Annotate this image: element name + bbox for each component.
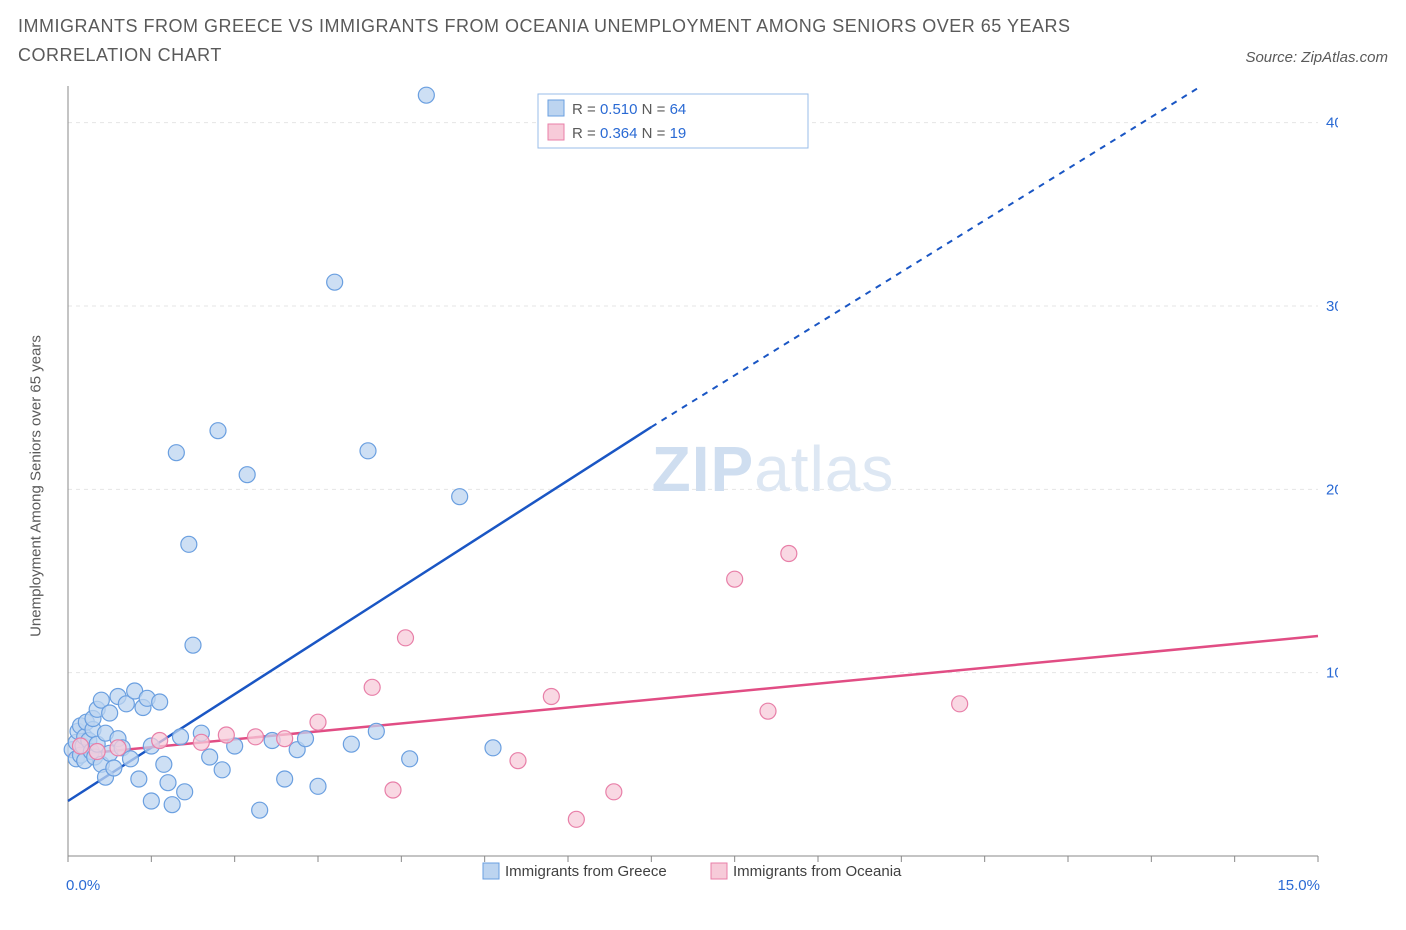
data-point-oceania xyxy=(781,545,797,561)
data-point-oceania xyxy=(364,679,380,695)
y-axis-label: Unemployment Among Seniors over 65 years xyxy=(28,335,45,637)
data-point-greece xyxy=(368,723,384,739)
y-tick-label: 20.0% xyxy=(1326,481,1338,498)
data-point-oceania xyxy=(568,811,584,827)
data-point-oceania xyxy=(277,730,293,746)
data-point-oceania xyxy=(73,738,89,754)
data-point-greece xyxy=(102,705,118,721)
data-point-greece xyxy=(452,488,468,504)
data-point-greece xyxy=(168,444,184,460)
data-point-oceania xyxy=(152,732,168,748)
data-point-greece xyxy=(485,739,501,755)
data-point-oceania xyxy=(398,629,414,645)
data-point-oceania xyxy=(218,727,234,743)
stats-row-oceania: R = 0.364 N = 19 xyxy=(572,125,686,142)
data-point-greece xyxy=(214,761,230,777)
data-point-greece xyxy=(418,87,434,103)
chart-container: Unemployment Among Seniors over 65 years… xyxy=(18,76,1388,896)
scatter-chart: 10.0% 20.0% 30.0% 40.0% ZIPatlas 0.0% 15.0% R =… xyxy=(18,76,1338,896)
data-point-greece xyxy=(177,783,193,799)
data-point-greece xyxy=(152,694,168,710)
x-tick-label: 15.0% xyxy=(1277,877,1320,894)
data-point-greece xyxy=(277,771,293,787)
data-point-greece xyxy=(310,778,326,794)
data-point-greece xyxy=(239,466,255,482)
data-point-greece xyxy=(202,749,218,765)
stats-swatch-oceania xyxy=(548,124,564,140)
data-point-oceania xyxy=(110,739,126,755)
y-tick-label: 40.0% xyxy=(1326,114,1338,131)
legend-swatch-greece xyxy=(483,863,499,879)
x-tick-label: 0.0% xyxy=(66,877,100,894)
data-point-oceania xyxy=(760,703,776,719)
legend-label-greece: Immigrants from Greece xyxy=(505,863,667,880)
y-tick-label: 30.0% xyxy=(1326,298,1338,315)
legend-swatch-oceania xyxy=(711,863,727,879)
data-point-oceania xyxy=(310,714,326,730)
data-point-greece xyxy=(143,793,159,809)
data-point-oceania xyxy=(952,695,968,711)
data-point-greece xyxy=(131,771,147,787)
data-point-greece xyxy=(123,750,139,766)
data-point-oceania xyxy=(193,734,209,750)
y-tick-label: 10.0% xyxy=(1326,664,1338,681)
data-point-greece xyxy=(327,274,343,290)
stats-row-greece: R = 0.510 N = 64 xyxy=(572,101,686,118)
watermark: ZIPatlas xyxy=(652,433,895,505)
data-point-oceania xyxy=(385,782,401,798)
chart-title: IMMIGRANTS FROM GREECE VS IMMIGRANTS FRO… xyxy=(18,12,1138,70)
data-point-oceania xyxy=(543,688,559,704)
data-point-greece xyxy=(402,750,418,766)
data-point-oceania xyxy=(510,752,526,768)
data-point-greece xyxy=(343,736,359,752)
data-point-oceania xyxy=(248,728,264,744)
data-point-greece xyxy=(160,774,176,790)
data-point-greece xyxy=(173,728,189,744)
data-point-greece xyxy=(181,536,197,552)
data-point-greece xyxy=(156,756,172,772)
data-point-oceania xyxy=(606,783,622,799)
data-point-greece xyxy=(252,802,268,818)
data-point-oceania xyxy=(727,571,743,587)
data-point-greece xyxy=(210,422,226,438)
stats-swatch-greece xyxy=(548,100,564,116)
data-point-oceania xyxy=(89,743,105,759)
source-label: Source: ZipAtlas.com xyxy=(1245,49,1388,70)
data-point-greece xyxy=(185,637,201,653)
legend-label-oceania: Immigrants from Oceania xyxy=(733,863,902,880)
data-point-greece xyxy=(360,442,376,458)
data-point-greece xyxy=(164,796,180,812)
data-point-greece xyxy=(298,730,314,746)
data-point-greece xyxy=(106,760,122,776)
